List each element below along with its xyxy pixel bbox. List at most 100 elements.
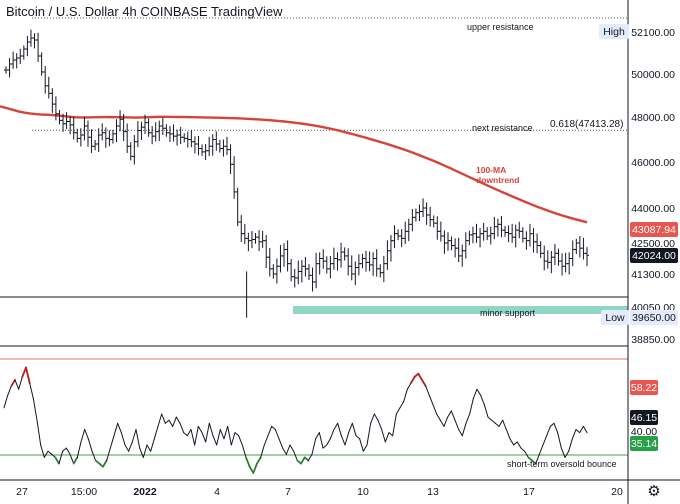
ohlc-bar	[118, 110, 123, 132]
price-axis-label: 38850.00	[631, 334, 675, 346]
oversold-bounce-label: short-term oversold bounce	[507, 459, 617, 469]
time-axis-label: 20	[611, 486, 623, 498]
rsi-segment	[377, 419, 383, 430]
ohlc-bar	[224, 136, 229, 156]
ohlc-bar	[449, 236, 454, 251]
ohlc-bar	[93, 139, 98, 151]
ohlc-bar	[39, 52, 44, 76]
rsi-segment	[234, 432, 240, 437]
ohlc-bar	[353, 261, 358, 286]
time-axis-label: 13	[427, 486, 439, 498]
gear-icon[interactable]: ⚙	[647, 483, 661, 500]
rsi-segment	[303, 456, 310, 462]
ohlc-bar	[7, 58, 12, 78]
rsi-segment	[120, 432, 126, 446]
rsi-segment	[469, 398, 474, 415]
price-axis-label: 41300.00	[631, 269, 675, 281]
rsi-overbought-tag: 58.22	[631, 382, 657, 394]
fib-level-label: 0.618(47413.28)	[550, 119, 623, 130]
rsi-segment	[476, 388, 482, 396]
ohlc-bar	[71, 116, 76, 140]
rsi-segment	[509, 438, 515, 446]
ohlc-bar	[146, 118, 151, 137]
low-label-tag-bg	[601, 310, 629, 325]
ohlc-bar	[200, 144, 205, 156]
ohlc-bar	[285, 240, 290, 272]
ohlc-bar	[324, 256, 329, 274]
rsi-segment	[546, 425, 551, 437]
rsi-segment	[439, 419, 445, 427]
rsi-segment	[322, 444, 328, 449]
rsi-segment	[109, 435, 115, 449]
low-value-tag-bg	[630, 310, 678, 325]
rsi-segment	[102, 459, 108, 468]
rsi-segment	[91, 450, 97, 461]
rsi-segment	[384, 432, 390, 443]
ohlc-bar	[264, 235, 269, 269]
rsi-segment	[87, 438, 93, 452]
ohlc-bar	[503, 225, 508, 237]
rsi-segment	[388, 432, 394, 437]
ohlc-bar	[260, 230, 265, 248]
ohlc-bar	[253, 232, 258, 244]
rsi-segment	[227, 425, 232, 446]
rsi-segment	[315, 432, 320, 440]
ohlc-bar	[196, 135, 201, 156]
rsi-segment	[245, 456, 251, 468]
rsi-segment	[447, 410, 452, 418]
ohlc-bar	[203, 144, 208, 160]
rsi-segment	[65, 447, 71, 455]
rsi-segment	[432, 404, 438, 415]
upper-resistance-label: upper resistance	[467, 22, 534, 32]
rsi-segment	[197, 425, 203, 434]
ohlc-bar	[524, 231, 529, 250]
rsi-segment	[465, 413, 471, 424]
ohlc-bar	[232, 156, 237, 199]
rsi-segment	[153, 425, 159, 440]
low-label-tag: Low	[605, 312, 625, 324]
ohlc-bar	[367, 251, 372, 272]
rsi-segment	[278, 438, 284, 449]
rsi-segment	[248, 465, 255, 474]
rsi-segment	[219, 429, 225, 440]
ohlc-bar	[542, 245, 547, 271]
ohlc-bar	[577, 236, 582, 258]
rsi-segment	[117, 422, 122, 434]
ohlc-bar	[85, 120, 90, 147]
ohlc-bar	[570, 240, 575, 267]
ohlc-bar	[445, 232, 450, 251]
rsi-segment	[340, 435, 346, 446]
rsi-segment	[410, 375, 416, 384]
rsi-segment	[421, 378, 427, 388]
rsi-segment	[425, 385, 430, 396]
rsi-segment	[520, 447, 526, 452]
ohlc-bar	[374, 249, 379, 277]
rsi-segment	[366, 422, 372, 446]
ohlc-bar	[438, 221, 443, 242]
ohlc-bar	[210, 134, 215, 156]
ohlc-bar	[153, 122, 158, 142]
ohlc-bar	[527, 223, 532, 247]
moving-average-group	[0, 105, 588, 224]
ohlc-bar	[139, 121, 144, 140]
ohlc-bar	[214, 131, 219, 151]
ohlc-bar	[317, 252, 322, 275]
level-lines-group	[0, 17, 628, 298]
rsi-segment	[29, 382, 34, 399]
ohlc-bar	[424, 202, 429, 225]
ohlc-bar	[385, 240, 390, 270]
rsi-segment	[553, 422, 559, 434]
rsi-segment	[208, 422, 214, 437]
ohlc-bar	[21, 45, 26, 60]
time-axis[interactable]: 27 15:00 2022 4 7 10 13 17 20	[16, 486, 623, 498]
price-axis-label: 46000.00	[631, 157, 675, 169]
rsi-segment	[271, 425, 276, 430]
rsi-segment	[172, 416, 177, 427]
ohlc-bar	[18, 48, 23, 64]
ohlc-bar	[538, 241, 543, 258]
rsi-levels-group	[0, 358, 628, 456]
price-axis[interactable]: 52100.00 50000.00 48000.00 46000.00 44000.00…	[631, 27, 675, 346]
ohlc-bar	[14, 53, 19, 69]
time-axis-label: 4	[214, 486, 220, 498]
